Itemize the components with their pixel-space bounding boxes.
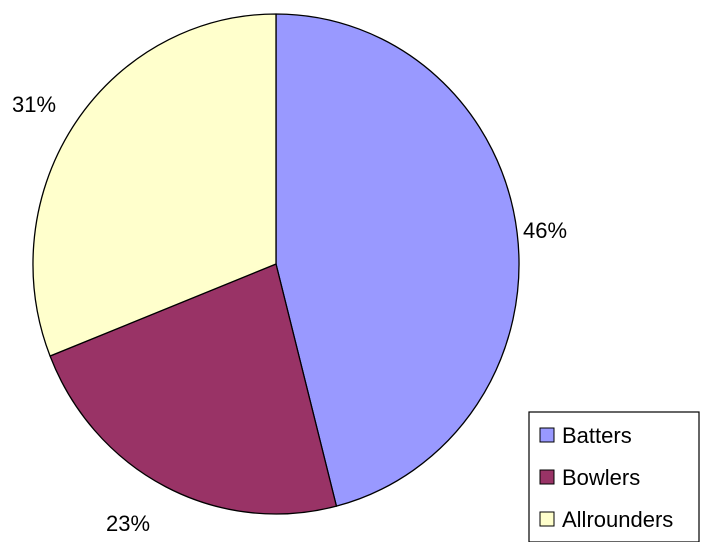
pie-slices bbox=[32, 13, 520, 515]
legend-label-bowlers: Bowlers bbox=[562, 465, 640, 490]
pie-label-bowlers: 23% bbox=[106, 511, 150, 536]
pie-slice-bowlers bbox=[49, 263, 338, 515]
legend-swatch-bowlers bbox=[539, 469, 555, 485]
pie-label-batters: 46% bbox=[523, 218, 567, 243]
pie-percent-labels: 46% 23% 31% bbox=[12, 92, 567, 536]
pie-label-allrounders: 31% bbox=[12, 92, 56, 117]
legend-swatch-batters bbox=[539, 427, 555, 443]
legend-label-batters: Batters bbox=[562, 423, 632, 448]
pie-slice-allrounders bbox=[32, 13, 277, 357]
legend-box bbox=[528, 411, 700, 542]
legend-label-allrounders: Allrounders bbox=[562, 507, 673, 532]
legend: Batters Bowlers Allrounders bbox=[528, 411, 700, 542]
legend-items: Batters Bowlers Allrounders bbox=[539, 423, 673, 532]
legend-swatch-allrounders bbox=[539, 511, 555, 527]
pie-slice-batters bbox=[275, 13, 520, 507]
